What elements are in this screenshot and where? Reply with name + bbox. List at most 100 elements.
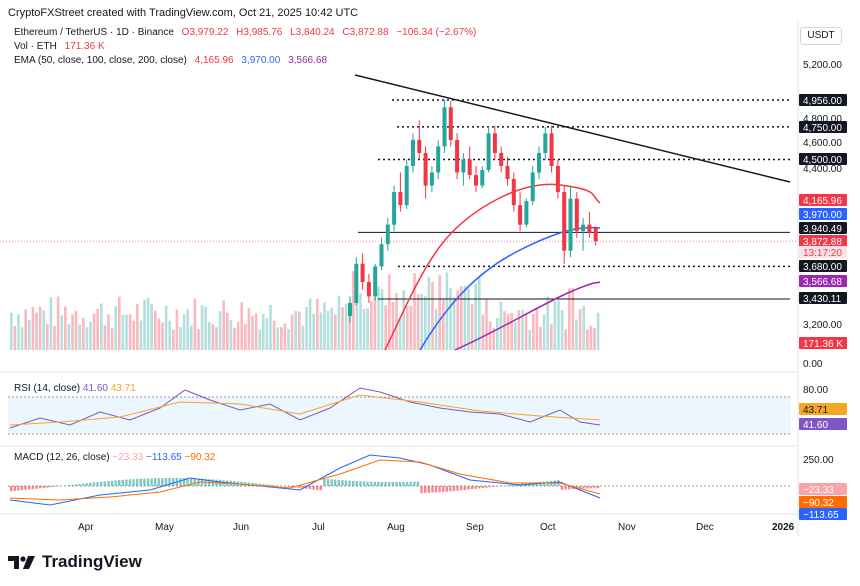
volume-bar	[406, 306, 409, 350]
tradingview-logo[interactable]: TradingView	[8, 552, 142, 572]
macd-hist-bar	[179, 478, 182, 486]
macd-hist-bar	[341, 480, 344, 486]
symbol-legend[interactable]: Ethereum / TetherUS · 1D · Binance O3,97…	[14, 27, 481, 38]
macd-hist-bar	[348, 480, 351, 486]
macd-hist-bar	[71, 484, 74, 486]
macd-hist-bar	[463, 486, 466, 490]
macd-value: −113.65	[146, 452, 182, 463]
macd-hist-bar	[481, 486, 484, 489]
volume-bar	[215, 327, 218, 350]
volume-bar	[197, 329, 200, 350]
volume-bar	[85, 327, 89, 350]
macd-hist-bar	[128, 479, 132, 486]
rsi-tag: 43.71	[803, 405, 828, 416]
macd-hist-bar	[42, 486, 45, 488]
candle-body	[505, 165, 510, 180]
macd-hist-bar	[301, 486, 304, 489]
symbol-name[interactable]: Ethereum / TetherUS · 1D · Binance	[14, 27, 174, 38]
level-tag: 3,430.11	[803, 294, 842, 305]
macd-signal-line	[9, 459, 601, 501]
volume-bar	[100, 303, 103, 350]
volume-bar	[395, 293, 398, 350]
volume-bar	[560, 310, 564, 350]
volume-bar	[301, 325, 305, 350]
volume-bar	[377, 286, 380, 350]
candle-body	[354, 263, 359, 303]
macd-hist-bar	[13, 486, 16, 491]
volume-legend[interactable]: Vol · ETH 171.36 K	[14, 41, 110, 52]
indicator-tag: 3,872.88	[803, 237, 842, 248]
volume-bar	[89, 321, 92, 350]
candle-body	[455, 139, 460, 173]
time-axis-tick: Oct	[540, 522, 556, 533]
macd-hist-bar	[334, 479, 337, 486]
volume-bar	[229, 320, 233, 350]
ema-label[interactable]: EMA (50, close, 100, close, 200, close)	[14, 55, 187, 66]
volume-bar	[575, 319, 578, 350]
macd-hist-bar	[24, 486, 27, 490]
macd-legend[interactable]: MACD (12, 26, close) −23.33 −113.65 −90.…	[14, 452, 215, 463]
volume-bar	[337, 295, 341, 350]
price-tags: 4,956.00 4,750.00 4,500.00 3,940.49 3,680.00…	[799, 94, 847, 521]
candle-body	[392, 192, 397, 225]
macd-hist-bar	[467, 486, 470, 490]
volume-bar	[251, 315, 254, 350]
volume-bar	[366, 308, 369, 350]
macd-label[interactable]: MACD (12, 26, close)	[14, 452, 110, 463]
open-value: O3,979.22	[181, 27, 229, 38]
volume-bar	[391, 302, 395, 350]
volume-bar	[236, 321, 240, 350]
rsi-legend[interactable]: RSI (14, close) 41.60 43.71	[14, 383, 136, 394]
volume-bar	[114, 306, 117, 350]
volume-bar	[463, 285, 467, 350]
volume-bar	[571, 287, 575, 350]
candle-body	[486, 133, 491, 170]
volume-bar	[204, 306, 207, 350]
volume-bar	[164, 305, 168, 350]
macd-hist-bar	[49, 486, 52, 488]
macd-hist-bar	[564, 486, 567, 490]
currency-selector[interactable]: USDT	[800, 27, 842, 45]
macd-hist-bar	[442, 486, 445, 492]
macd-hist-bar	[434, 486, 438, 493]
volume-bar	[557, 300, 560, 350]
low-value: L3,840.24	[290, 27, 335, 38]
volume-bar	[35, 312, 38, 350]
rsi-label[interactable]: RSI (14, close)	[14, 383, 81, 394]
candle-body	[461, 159, 466, 173]
volume-bar	[355, 295, 359, 350]
macd-hist-bar	[132, 479, 135, 486]
volume-bar	[226, 312, 229, 350]
ema50-value: 4,165.96	[194, 55, 234, 66]
volume-bar	[499, 301, 503, 350]
time-axis-tick: 2026	[772, 522, 795, 533]
volume-bar	[298, 311, 301, 350]
level-tag: 4,500.00	[803, 155, 842, 166]
level-tag-bg	[799, 260, 847, 272]
macd-hist-bar	[370, 481, 373, 486]
volume-bar	[380, 289, 384, 350]
volume-bar	[344, 303, 348, 350]
volume-label[interactable]: Vol · ETH	[14, 41, 57, 52]
volume-bar	[330, 307, 333, 350]
macd-hist-bar	[146, 478, 150, 486]
macd-tag: −90.32	[803, 498, 834, 509]
trendline[interactable]	[354, 74, 791, 183]
ema-legend[interactable]: EMA (50, close, 100, close, 200, close) …	[14, 55, 332, 66]
time-axis-tick: Jul	[312, 522, 325, 533]
ema200-line	[454, 281, 601, 351]
volume-bar	[388, 274, 391, 350]
ema200-value: 3,566.68	[288, 55, 328, 66]
indicator-tag: 3,566.68	[803, 277, 842, 288]
macd-hist-bar	[596, 486, 600, 489]
volume-value: 171.36 K	[64, 41, 105, 52]
macd-hist-bar	[168, 478, 171, 486]
macd-hist-bar	[488, 486, 492, 488]
macd-hist-bar	[38, 486, 42, 489]
level-tag-bg	[799, 121, 847, 133]
macd-hist-bar	[427, 486, 430, 493]
candle-body	[524, 201, 529, 225]
volume-bar	[175, 309, 179, 350]
